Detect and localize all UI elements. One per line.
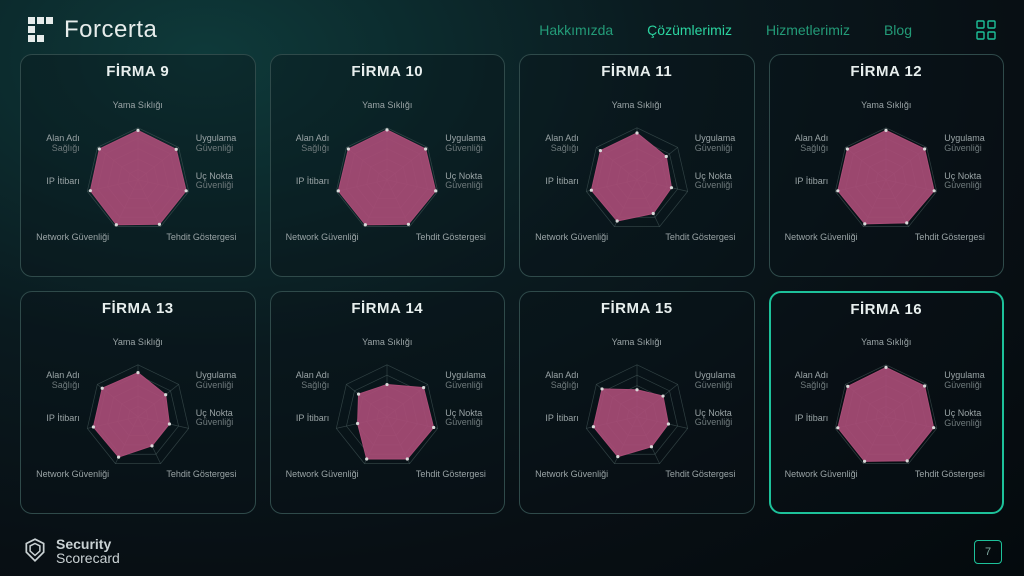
- axis-label: UygulamaGüvenliği: [445, 134, 486, 154]
- axis-label: Alan AdıSağlığı: [46, 371, 80, 391]
- axis-label: Tehdit Göstergesi: [665, 233, 735, 243]
- footer-line1: Security: [56, 537, 120, 552]
- card-title: FİRMA 14: [351, 300, 423, 317]
- radar-chart: Yama Sıklığı UygulamaGüvenliği Uç NoktaGüv…: [777, 320, 997, 506]
- axis-label: Uç NoktaGüvenliği: [695, 172, 733, 192]
- axis-label: UygulamaGüvenliği: [445, 371, 486, 391]
- logo-text: Forcerta: [64, 16, 157, 44]
- axis-label: Network Güvenliği: [36, 470, 109, 480]
- axis-label: IP İtibarı: [296, 414, 329, 424]
- radar-card[interactable]: FİRMA 9 Yama Sıklığı UygulamaGüvenliği Uç …: [20, 54, 256, 277]
- radar-card[interactable]: FİRMA 13 Yama Sıklığı UygulamaGüvenliği Uç…: [20, 291, 256, 514]
- card-title: FİRMA 12: [850, 63, 922, 80]
- card-title: FİRMA 13: [102, 300, 174, 317]
- axis-label: UygulamaGüvenliği: [196, 134, 237, 154]
- axis-label: Yama Sıklığı: [612, 338, 662, 348]
- radar-chart: Yama Sıklığı UygulamaGüvenliği Uç NoktaGüv…: [526, 82, 748, 270]
- nav: Hakkımızda Çözümlerimiz Hizmetlerimiz Bl…: [539, 20, 996, 40]
- axis-label: Uç NoktaGüvenliği: [196, 172, 234, 192]
- card-title: FİRMA 9: [106, 63, 169, 80]
- axis-label: Network Güvenliği: [286, 470, 359, 480]
- axis-label: Tehdit Göstergesi: [665, 470, 735, 480]
- axis-label: Uç NoktaGüvenliği: [944, 172, 982, 192]
- radar-chart: Yama Sıklığı UygulamaGüvenliği Uç NoktaGüv…: [277, 319, 499, 507]
- radar-card[interactable]: FİRMA 16 Yama Sıklığı UygulamaGüvenliği Uç…: [769, 291, 1005, 514]
- axis-label: Uç NoktaGüvenliği: [445, 172, 483, 192]
- footer-brand: Security Scorecard: [22, 537, 120, 566]
- axis-label: Alan AdıSağlığı: [545, 371, 579, 391]
- axis-label: Yama Sıklığı: [362, 101, 412, 111]
- axis-label: Tehdit Göstergesi: [915, 233, 985, 243]
- apps-grid-icon[interactable]: [976, 20, 996, 40]
- axis-label: IP İtibarı: [46, 177, 79, 187]
- axis-label: Yama Sıklığı: [861, 338, 911, 348]
- axis-label: Network Güvenliği: [535, 470, 608, 480]
- cards-grid: FİRMA 9 Yama Sıklığı UygulamaGüvenliği Uç …: [0, 54, 1024, 514]
- axis-label: UygulamaGüvenliği: [196, 371, 237, 391]
- axis-label: IP İtibarı: [296, 177, 329, 187]
- radar-chart: Yama Sıklığı UygulamaGüvenliği Uç NoktaGüv…: [526, 319, 748, 507]
- header: Forcerta Hakkımızda Çözümlerimiz Hizmetl…: [0, 0, 1024, 54]
- axis-label: Yama Sıklığı: [861, 101, 911, 111]
- axis-label: Uç NoktaGüvenliği: [445, 409, 483, 429]
- axis-label: Tehdit Göstergesi: [166, 470, 236, 480]
- logo: Forcerta: [28, 16, 157, 44]
- axis-label: Yama Sıklığı: [612, 101, 662, 111]
- axis-label: IP İtibarı: [545, 177, 578, 187]
- radar-chart: Yama Sıklığı UygulamaGüvenliği Uç NoktaGüv…: [277, 82, 499, 270]
- scorecard-icon: [22, 537, 48, 566]
- axis-label: Alan AdıSağlığı: [545, 134, 579, 154]
- axis-label: Uç NoktaGüvenliği: [695, 409, 733, 429]
- axis-label: UygulamaGüvenliği: [695, 371, 736, 391]
- nav-hakkimizda[interactable]: Hakkımızda: [539, 22, 613, 38]
- card-title: FİRMA 11: [601, 63, 672, 80]
- axis-label: IP İtibarı: [795, 177, 828, 187]
- axis-label: UygulamaGüvenliği: [695, 134, 736, 154]
- axis-label: Alan AdıSağlığı: [795, 134, 829, 154]
- axis-label: Network Güvenliği: [785, 470, 858, 480]
- card-title: FİRMA 10: [351, 63, 423, 80]
- radar-card[interactable]: FİRMA 11 Yama Sıklığı UygulamaGüvenliği Uç…: [519, 54, 755, 277]
- axis-label: Alan AdıSağlığı: [795, 371, 829, 391]
- axis-label: Tehdit Göstergesi: [416, 233, 486, 243]
- axis-label: Uç NoktaGüvenliği: [196, 409, 234, 429]
- radar-chart: Yama Sıklığı UygulamaGüvenliği Uç NoktaGüv…: [27, 319, 249, 507]
- radar-chart: Yama Sıklığı UygulamaGüvenliği Uç NoktaGüv…: [776, 82, 998, 270]
- card-title: FİRMA 15: [601, 300, 673, 317]
- axis-label: UygulamaGüvenliği: [944, 134, 985, 154]
- axis-label: Tehdit Göstergesi: [166, 233, 236, 243]
- axis-label: Yama Sıklığı: [113, 338, 163, 348]
- radar-card[interactable]: FİRMA 14 Yama Sıklığı UygulamaGüvenliği Uç…: [270, 291, 506, 514]
- radar-chart: Yama Sıklığı UygulamaGüvenliği Uç NoktaGüv…: [27, 82, 249, 270]
- axis-label: Alan AdıSağlığı: [296, 134, 330, 154]
- axis-label: Network Güvenliği: [785, 233, 858, 243]
- axis-label: Network Güvenliği: [535, 233, 608, 243]
- nav-hizmetlerimiz[interactable]: Hizmetlerimiz: [766, 22, 850, 38]
- card-title: FİRMA 16: [850, 301, 922, 318]
- axis-label: Network Güvenliği: [36, 233, 109, 243]
- axis-label: Alan AdıSağlığı: [296, 371, 330, 391]
- axis-label: Yama Sıklığı: [362, 338, 412, 348]
- footer-line2: Scorecard: [56, 551, 120, 566]
- axis-label: Yama Sıklığı: [113, 101, 163, 111]
- axis-label: Tehdit Göstergesi: [416, 470, 486, 480]
- axis-label: Alan AdıSağlığı: [46, 134, 80, 154]
- axis-label: UygulamaGüvenliği: [944, 371, 985, 391]
- page-number: 7: [974, 540, 1002, 564]
- axis-label: Network Güvenliği: [286, 233, 359, 243]
- nav-cozumlerimiz[interactable]: Çözümlerimiz: [647, 22, 732, 38]
- radar-card[interactable]: FİRMA 15 Yama Sıklığı UygulamaGüvenliği Uç…: [519, 291, 755, 514]
- logo-mark-icon: [28, 17, 54, 43]
- nav-blog[interactable]: Blog: [884, 22, 912, 38]
- axis-label: IP İtibarı: [46, 414, 79, 424]
- radar-card[interactable]: FİRMA 12 Yama Sıklığı UygulamaGüvenliği Uç…: [769, 54, 1005, 277]
- axis-label: IP İtibarı: [545, 414, 578, 424]
- axis-label: IP İtibarı: [795, 414, 828, 424]
- axis-label: Tehdit Göstergesi: [915, 470, 985, 480]
- axis-label: Uç NoktaGüvenliği: [944, 409, 982, 429]
- radar-card[interactable]: FİRMA 10 Yama Sıklığı UygulamaGüvenliği Uç…: [270, 54, 506, 277]
